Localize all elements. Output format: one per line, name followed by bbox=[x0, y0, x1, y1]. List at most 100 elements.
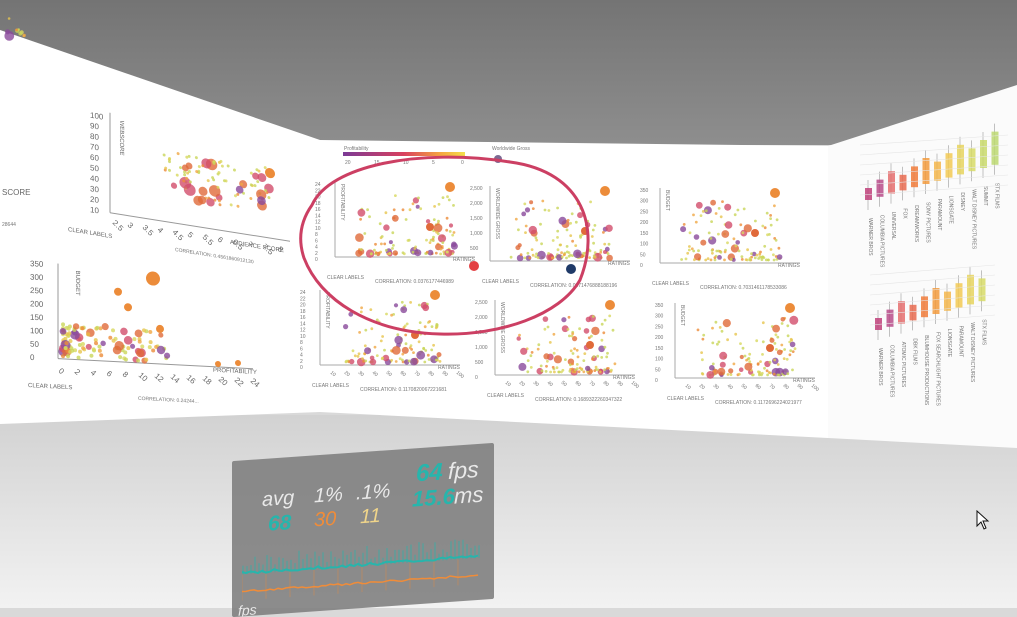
data-point bbox=[760, 373, 763, 377]
data-point bbox=[600, 322, 604, 326]
y-tick-label: 24 bbox=[300, 290, 306, 296]
data-point bbox=[590, 369, 593, 373]
data-point bbox=[528, 256, 532, 260]
data-point bbox=[353, 354, 357, 358]
x-tick-label: 60 bbox=[574, 380, 582, 388]
y-tick-label: 100 bbox=[640, 242, 649, 248]
data-point bbox=[737, 249, 741, 253]
data-point bbox=[370, 327, 374, 331]
data-point bbox=[148, 329, 153, 334]
data-point bbox=[188, 180, 192, 184]
data-point bbox=[588, 249, 592, 253]
y-tick-label: 50 bbox=[640, 252, 646, 258]
legend-tick: 15 bbox=[374, 160, 380, 166]
data-point bbox=[730, 257, 733, 261]
boxplot-group: WARNER BROS COLUMBIA PICTURES ATOMIC PICTU… bbox=[869, 264, 996, 406]
correlation-text: CORRELATION: 0.1170820067221681 bbox=[360, 387, 447, 393]
x-axis-label: CLEAR LABELS bbox=[487, 393, 525, 399]
x-axis bbox=[110, 212, 290, 242]
ratings-label: RATINGS bbox=[793, 378, 816, 384]
data-point bbox=[732, 237, 736, 241]
data-point bbox=[718, 326, 722, 329]
y-tick-label: 6 bbox=[300, 346, 303, 352]
data-point bbox=[600, 356, 604, 359]
category-label: WALT DISNEY PICTURES bbox=[971, 189, 977, 249]
data-point bbox=[556, 236, 559, 239]
data-point bbox=[120, 327, 128, 336]
x-tick-label: 40 bbox=[726, 383, 734, 391]
graph-bar bbox=[298, 550, 300, 571]
data-point bbox=[603, 368, 606, 372]
data-point bbox=[422, 346, 426, 350]
y-tick-label: 250 bbox=[640, 209, 649, 215]
gridline bbox=[859, 164, 1009, 176]
data-point bbox=[524, 224, 528, 228]
data-point bbox=[249, 183, 253, 187]
category-label: WALT DISNEY PICTURES bbox=[969, 322, 975, 382]
points bbox=[680, 188, 783, 262]
data-point bbox=[546, 359, 549, 363]
data-point bbox=[257, 169, 261, 173]
boxplot-panel: WARNER BROS COLUMBIA PICTURES UNIVERSAL FOX… bbox=[859, 123, 1009, 406]
x-tick-label: 50 bbox=[560, 380, 568, 388]
data-point bbox=[167, 168, 171, 172]
data-point bbox=[236, 204, 240, 208]
data-point bbox=[738, 367, 744, 372]
data-point bbox=[596, 354, 600, 358]
data-point bbox=[772, 372, 776, 376]
graph-bar bbox=[310, 558, 312, 570]
data-point bbox=[425, 238, 428, 242]
boxplot-group: WARNER BROS COLUMBIA PICTURES UNIVERSAL FOX… bbox=[859, 123, 1009, 268]
data-point bbox=[739, 354, 744, 360]
graph-bar bbox=[418, 542, 420, 563]
data-point bbox=[64, 341, 69, 346]
data-point bbox=[732, 362, 736, 366]
x-tick-label: 6 bbox=[216, 235, 226, 245]
data-point bbox=[81, 346, 86, 351]
boxplot-box bbox=[944, 291, 951, 311]
data-point bbox=[549, 370, 552, 374]
data-point bbox=[388, 252, 392, 255]
data-point bbox=[357, 208, 366, 217]
data-point bbox=[776, 254, 783, 260]
y-tick-label: 4 bbox=[315, 245, 318, 251]
data-point bbox=[592, 241, 595, 245]
data-point bbox=[526, 370, 530, 374]
data-point bbox=[364, 328, 368, 332]
data-point bbox=[124, 303, 132, 312]
data-point bbox=[741, 346, 745, 350]
graph-bar bbox=[366, 546, 368, 566]
data-point bbox=[566, 328, 570, 331]
graph-bar bbox=[254, 556, 256, 574]
x-axis-label: CLEAR LABELS bbox=[327, 275, 365, 281]
data-point bbox=[610, 368, 613, 372]
data-point bbox=[72, 323, 80, 330]
data-point bbox=[786, 324, 790, 328]
data-point bbox=[758, 252, 762, 256]
graph-bar bbox=[394, 549, 396, 564]
data-point bbox=[452, 204, 455, 207]
data-point bbox=[694, 253, 702, 261]
data-point bbox=[509, 255, 513, 259]
graph-bar bbox=[474, 545, 476, 559]
data-point bbox=[785, 357, 789, 361]
x-tick-label: 10 bbox=[504, 380, 512, 388]
data-point bbox=[593, 369, 597, 372]
y-tick-label: 12 bbox=[300, 328, 306, 334]
data-point bbox=[776, 363, 780, 366]
y-tick-label: 300 bbox=[640, 199, 649, 205]
y-tick-label: 24 bbox=[315, 182, 321, 188]
graph-bar bbox=[278, 557, 280, 572]
x-tick-label: 8 bbox=[276, 245, 286, 255]
data-point bbox=[100, 340, 106, 347]
data-point bbox=[430, 348, 434, 352]
category-label: STX FILMS bbox=[994, 183, 1000, 210]
data-point bbox=[427, 249, 434, 256]
data-point bbox=[556, 248, 560, 252]
data-point bbox=[719, 250, 723, 254]
data-point bbox=[696, 328, 700, 332]
data-point bbox=[726, 241, 729, 245]
data-point bbox=[581, 254, 584, 258]
points bbox=[355, 182, 458, 258]
